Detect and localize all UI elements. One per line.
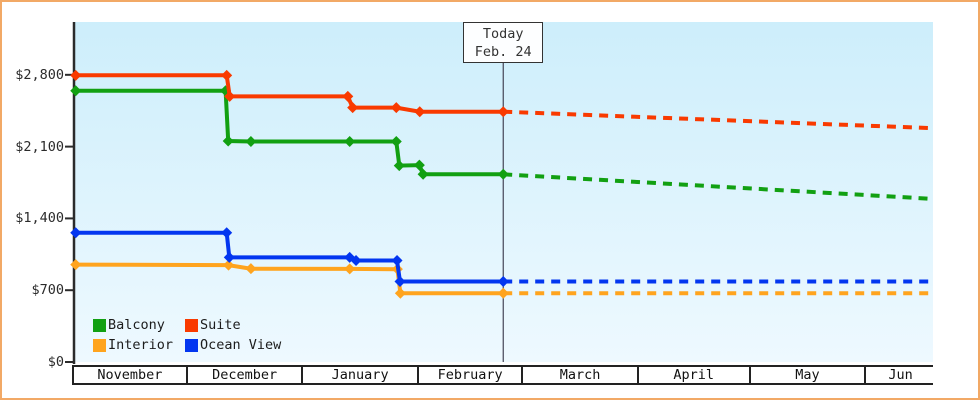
month-cell-february: February	[416, 367, 521, 383]
y-axis-label: $0	[47, 354, 64, 370]
x-axis-month-table: November December January February March Apri…	[72, 365, 933, 385]
legend-swatch-balcony	[93, 318, 106, 332]
month-cell-april: April	[636, 367, 749, 383]
month-cell-may: May	[748, 367, 865, 383]
legend: Balcony Suite Interior Ocean View	[93, 315, 281, 355]
legend-item-interior: Interior	[93, 335, 185, 355]
today-date: Feb. 24	[474, 44, 532, 60]
legend-swatch-suite	[185, 318, 198, 332]
legend-label: Ocean View	[200, 337, 282, 353]
y-axis-label: $2,100	[15, 138, 64, 155]
month-cell-march: March	[521, 367, 637, 383]
month-cell-december: December	[185, 367, 302, 383]
legend-item-ocean-view: Ocean View	[185, 335, 281, 355]
legend-label: Suite	[200, 317, 241, 333]
y-axis-label: $1,400	[15, 210, 64, 227]
legend-swatch-interior	[93, 338, 106, 352]
legend-item-balcony: Balcony	[93, 315, 185, 335]
plot-area	[75, 22, 933, 362]
legend-label: Balcony	[108, 317, 165, 333]
y-axis-label: $700	[31, 282, 64, 299]
legend-item-suite: Suite	[185, 315, 281, 335]
month-cell-january: January	[301, 367, 417, 383]
today-label: Today	[482, 26, 524, 42]
today-marker-box: Today Feb. 24	[463, 22, 544, 63]
month-cell-jun: Jun	[864, 367, 933, 383]
legend-label: Interior	[108, 337, 174, 353]
month-cell-november: November	[97, 367, 163, 383]
legend-swatch-ocean-view	[185, 338, 198, 352]
y-axis-label: $2,800	[15, 66, 64, 83]
